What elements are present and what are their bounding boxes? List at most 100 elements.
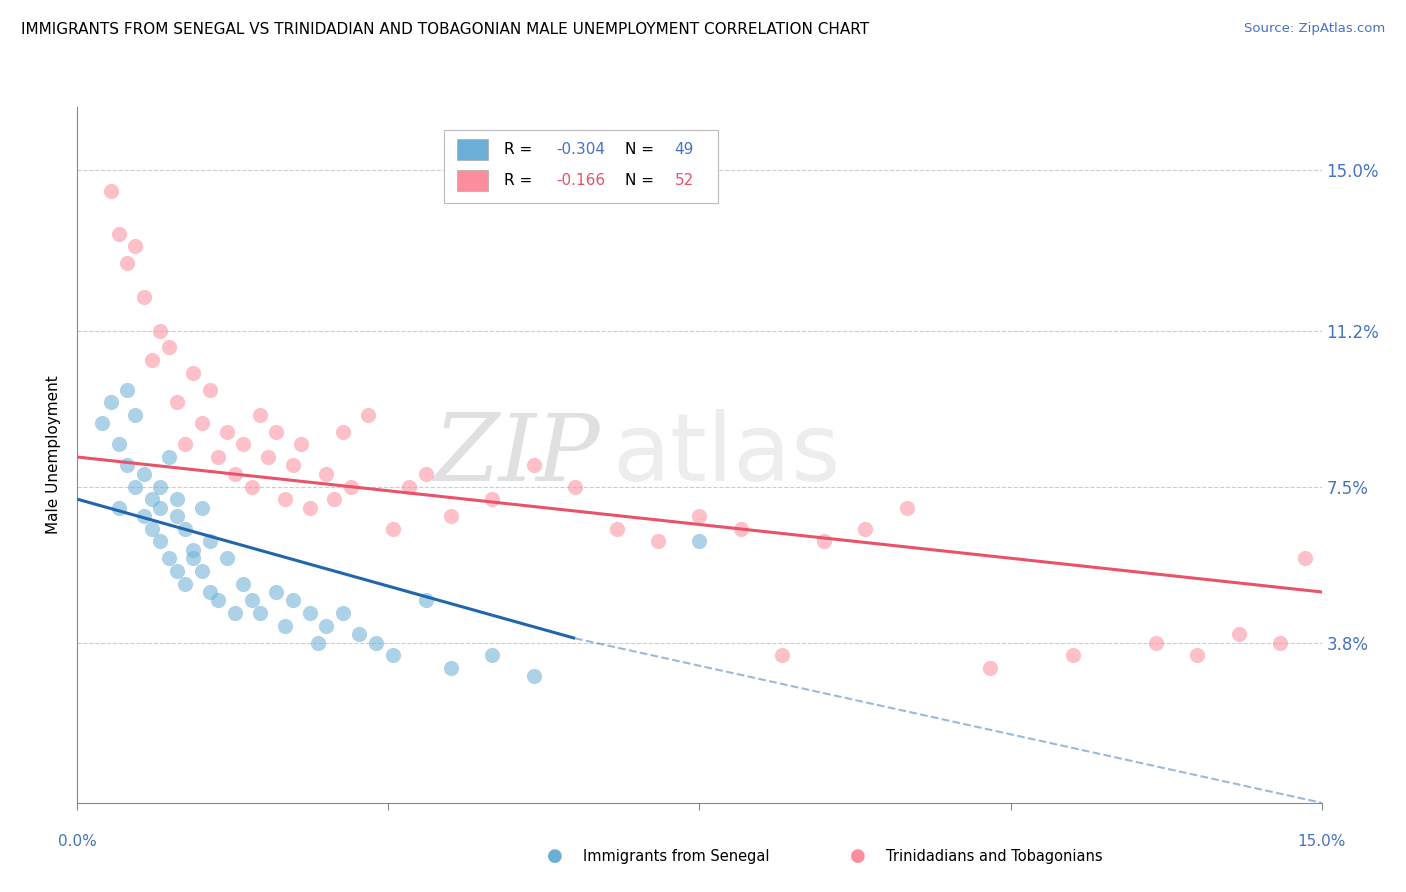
Text: N =: N = xyxy=(624,172,658,187)
Point xyxy=(1227,627,1250,641)
Point xyxy=(224,606,246,620)
Text: 15.0%: 15.0% xyxy=(1298,834,1346,849)
Y-axis label: Male Unemployment: Male Unemployment xyxy=(46,376,62,534)
Point xyxy=(307,635,329,649)
Text: N =: N = xyxy=(624,142,658,157)
Point xyxy=(1270,635,1292,649)
Point xyxy=(349,627,371,641)
Point xyxy=(896,500,918,515)
Point xyxy=(166,564,188,578)
Text: ZIP: ZIP xyxy=(433,410,600,500)
Point xyxy=(647,534,669,549)
Point xyxy=(100,395,122,409)
Text: -0.304: -0.304 xyxy=(557,142,606,157)
Point xyxy=(191,417,214,431)
Point xyxy=(249,408,271,422)
Point xyxy=(1062,648,1084,663)
Point xyxy=(332,606,354,620)
Point xyxy=(207,450,229,464)
Point xyxy=(332,425,354,439)
Point xyxy=(224,467,246,481)
Point xyxy=(174,437,197,451)
Point xyxy=(232,437,254,451)
Point xyxy=(274,492,297,507)
Point xyxy=(183,366,205,380)
Point xyxy=(166,492,188,507)
Point xyxy=(266,425,288,439)
Point xyxy=(157,551,180,566)
Point xyxy=(149,479,172,493)
Point xyxy=(108,437,131,451)
Point xyxy=(166,395,188,409)
Point xyxy=(398,479,420,493)
Point xyxy=(298,500,321,515)
Point xyxy=(115,458,138,473)
Point xyxy=(132,509,155,524)
Text: R =: R = xyxy=(505,142,537,157)
Text: IMMIGRANTS FROM SENEGAL VS TRINIDADIAN AND TOBAGONIAN MALE UNEMPLOYMENT CORRELAT: IMMIGRANTS FROM SENEGAL VS TRINIDADIAN A… xyxy=(21,22,869,37)
Point xyxy=(141,522,163,536)
Point xyxy=(257,450,280,464)
Point xyxy=(115,256,138,270)
Point xyxy=(198,534,221,549)
Point xyxy=(523,458,546,473)
Point xyxy=(290,437,312,451)
Point xyxy=(207,593,229,607)
Point xyxy=(232,576,254,591)
Text: 52: 52 xyxy=(675,172,693,187)
Point xyxy=(266,585,288,599)
Point xyxy=(183,542,205,557)
Point xyxy=(315,618,337,632)
Text: -0.166: -0.166 xyxy=(557,172,606,187)
Point xyxy=(440,661,463,675)
Point xyxy=(689,534,711,549)
Point xyxy=(124,239,146,253)
Point xyxy=(364,635,387,649)
Text: 0.0%: 0.0% xyxy=(58,834,97,849)
Point xyxy=(157,340,180,354)
Point xyxy=(249,606,271,620)
Bar xyxy=(457,139,488,160)
Point xyxy=(415,593,437,607)
Text: atlas: atlas xyxy=(613,409,841,501)
Point xyxy=(281,593,304,607)
Point xyxy=(149,534,172,549)
Point xyxy=(100,185,122,199)
Point xyxy=(772,648,794,663)
Point xyxy=(108,227,131,241)
Point xyxy=(191,564,214,578)
Point xyxy=(132,467,155,481)
Point xyxy=(141,353,163,368)
Point xyxy=(1187,648,1209,663)
Point xyxy=(166,509,188,524)
Point xyxy=(274,618,297,632)
Point xyxy=(174,576,197,591)
Point xyxy=(240,479,263,493)
Point xyxy=(149,500,172,515)
Point xyxy=(323,492,346,507)
Text: Immigrants from Senegal: Immigrants from Senegal xyxy=(583,849,770,863)
Point xyxy=(240,593,263,607)
Point xyxy=(198,383,221,397)
Text: Trinidadians and Tobagonians: Trinidadians and Tobagonians xyxy=(886,849,1102,863)
Point xyxy=(415,467,437,481)
Point xyxy=(730,522,752,536)
Point xyxy=(1294,551,1316,566)
Point xyxy=(124,408,146,422)
Point xyxy=(481,648,503,663)
Point xyxy=(340,479,363,493)
Text: 49: 49 xyxy=(675,142,695,157)
Text: Source: ZipAtlas.com: Source: ZipAtlas.com xyxy=(1244,22,1385,36)
Point xyxy=(91,417,114,431)
Point xyxy=(115,383,138,397)
Point xyxy=(855,522,877,536)
Point xyxy=(132,290,155,304)
Point xyxy=(298,606,321,620)
Bar xyxy=(457,169,488,191)
Point xyxy=(215,425,238,439)
Point xyxy=(108,500,131,515)
Point xyxy=(1144,635,1167,649)
Point xyxy=(215,551,238,566)
Point xyxy=(689,509,711,524)
Point xyxy=(481,492,503,507)
